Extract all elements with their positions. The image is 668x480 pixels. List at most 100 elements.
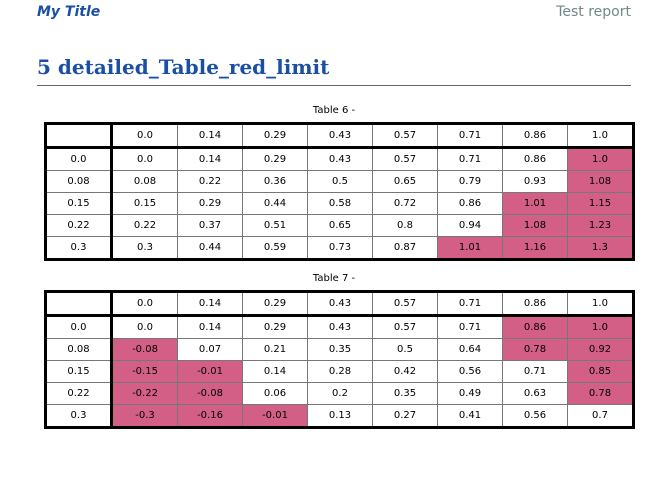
row-header: 0.0	[45, 315, 113, 339]
corner-cell	[45, 291, 113, 317]
row-header: 0.0	[45, 147, 113, 171]
table-cell-highlighted: 0.78	[502, 338, 568, 361]
table-cell: 0.22	[177, 170, 243, 193]
table-cell: 0.65	[307, 214, 373, 237]
table-cell: 0.29	[177, 192, 243, 215]
table-6: 0.0 0.14 0.29 0.43 0.57 0.71 0.86 1.0 0.0 0.0 0.14…	[44, 122, 635, 261]
table-cell: 0.57	[372, 315, 438, 339]
table-cell-highlighted: 1.0	[567, 315, 634, 339]
table-cell: 0.87	[372, 236, 438, 260]
column-header: 1.0	[567, 123, 634, 149]
table-cell: 0.7	[567, 404, 634, 428]
table-cell-highlighted: -0.15	[111, 360, 178, 383]
table-row: 0.0 0.0 0.14 0.29 0.43 0.57 0.71 0.86 1.0	[45, 315, 634, 339]
table-cell: 0.3	[111, 236, 178, 260]
table-row: 0.3 0.3 0.44 0.59 0.73 0.87 1.01 1.16 1.3	[45, 236, 634, 260]
table-cell: 0.63	[502, 382, 568, 405]
table-cell-highlighted: -0.01	[177, 360, 243, 383]
table-cell: 0.86	[437, 192, 503, 215]
table-cell: 0.14	[177, 315, 243, 339]
table-cell: 0.14	[242, 360, 308, 383]
heading-divider	[37, 85, 631, 86]
table-cell: 0.29	[242, 315, 308, 339]
table-header-row: 0.0 0.14 0.29 0.43 0.57 0.71 0.86 1.0	[45, 123, 634, 149]
table-cell: 0.44	[242, 192, 308, 215]
table-cell: 0.36	[242, 170, 308, 193]
column-header: 0.71	[437, 291, 503, 317]
table-cell: 0.07	[177, 338, 243, 361]
table-cell: 0.5	[307, 170, 373, 193]
table-cell: 0.51	[242, 214, 308, 237]
column-header: 1.0	[567, 291, 634, 317]
row-header: 0.08	[45, 338, 113, 361]
table-cell: 0.44	[177, 236, 243, 260]
table-cell: 0.56	[502, 404, 568, 428]
table-cell: 0.8	[372, 214, 438, 237]
table-cell: 0.0	[111, 315, 178, 339]
row-header: 0.15	[45, 360, 113, 383]
table-cell-highlighted: 0.86	[502, 315, 568, 339]
table-row: 0.08 0.08 0.22 0.36 0.5 0.65 0.79 0.93 1.08	[45, 170, 634, 193]
table-cell: 0.14	[177, 147, 243, 171]
table-cell: 0.27	[372, 404, 438, 428]
table-row: 0.22 0.22 0.37 0.51 0.65 0.8 0.94 1.08 1.23	[45, 214, 634, 237]
table-6-caption: Table 6 -	[312, 105, 356, 116]
table-row: 0.15 0.15 0.29 0.44 0.58 0.72 0.86 1.01 1.15	[45, 192, 634, 215]
table-cell-highlighted: 1.3	[567, 236, 634, 260]
table-cell-highlighted: 1.15	[567, 192, 634, 215]
table-cell: 0.64	[437, 338, 503, 361]
report-title: Test report	[556, 4, 631, 20]
table-row: 0.0 0.0 0.14 0.29 0.43 0.57 0.71 0.86 1.0	[45, 147, 634, 171]
table-cell: 0.73	[307, 236, 373, 260]
table-cell: 0.5	[372, 338, 438, 361]
row-header: 0.22	[45, 214, 113, 237]
document-title: My Title	[37, 4, 101, 20]
column-header: 0.71	[437, 123, 503, 149]
column-header: 0.57	[372, 291, 438, 317]
table-cell-highlighted: 1.0	[567, 147, 634, 171]
column-header: 0.0	[111, 291, 178, 317]
table-cell-highlighted: 1.23	[567, 214, 634, 237]
table-cell-highlighted: 1.08	[502, 214, 568, 237]
table-cell-highlighted: -0.08	[111, 338, 178, 361]
table-cell: 0.71	[437, 147, 503, 171]
table-cell-highlighted: 0.92	[567, 338, 634, 361]
row-header: 0.15	[45, 192, 113, 215]
table-cell: 0.43	[307, 315, 373, 339]
row-header: 0.3	[45, 236, 113, 260]
column-header: 0.43	[307, 291, 373, 317]
table-cell: 0.56	[437, 360, 503, 383]
table-cell: 0.22	[111, 214, 178, 237]
table-cell: 0.29	[242, 147, 308, 171]
table-cell-highlighted: 1.01	[437, 236, 503, 260]
table-cell: 0.41	[437, 404, 503, 428]
table-cell-highlighted: -0.3	[111, 404, 178, 428]
column-header: 0.14	[177, 291, 243, 317]
table-cell: 0.86	[502, 147, 568, 171]
table-cell: 0.35	[307, 338, 373, 361]
table-row: 0.3 -0.3 -0.16 -0.01 0.13 0.27 0.41 0.56 0.7	[45, 404, 634, 428]
table-cell-highlighted: -0.08	[177, 382, 243, 405]
table-cell: 0.21	[242, 338, 308, 361]
column-header: 0.29	[242, 291, 308, 317]
table-cell: 0.49	[437, 382, 503, 405]
table-cell-highlighted: 0.78	[567, 382, 634, 405]
table-cell-highlighted: 1.08	[567, 170, 634, 193]
table-row: 0.22 -0.22 -0.08 0.06 0.2 0.35 0.49 0.63 0.78	[45, 382, 634, 405]
table-cell-highlighted: 0.85	[567, 360, 634, 383]
table-cell: 0.0	[111, 147, 178, 171]
corner-cell	[45, 123, 113, 149]
table-cell: 0.06	[242, 382, 308, 405]
table-row: 0.08 -0.08 0.07 0.21 0.35 0.5 0.64 0.78 0.92	[45, 338, 634, 361]
column-header: 0.86	[502, 123, 568, 149]
table-cell-highlighted: 1.16	[502, 236, 568, 260]
row-header: 0.3	[45, 404, 113, 428]
table-cell: 0.71	[437, 315, 503, 339]
table-cell: 0.93	[502, 170, 568, 193]
table-cell: 0.71	[502, 360, 568, 383]
column-header: 0.29	[242, 123, 308, 149]
table-cell: 0.65	[372, 170, 438, 193]
table-cell-highlighted: 1.01	[502, 192, 568, 215]
table-cell-highlighted: -0.16	[177, 404, 243, 428]
table-cell: 0.57	[372, 147, 438, 171]
